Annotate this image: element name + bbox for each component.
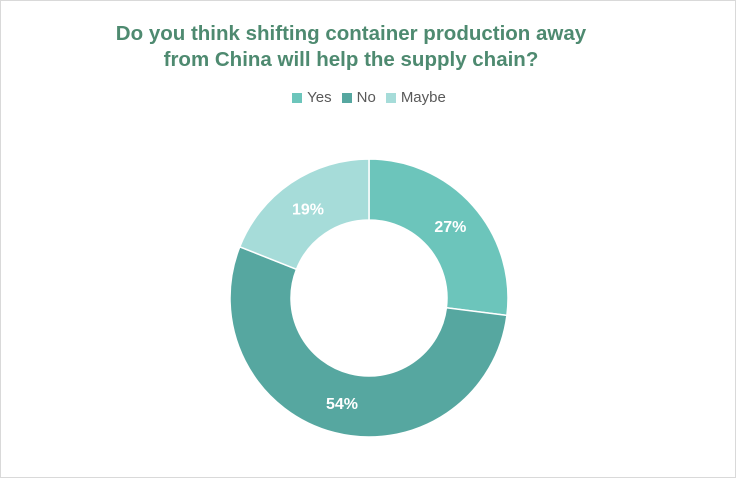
data-label-maybe: 19% (292, 201, 324, 218)
data-label-yes: 27% (434, 219, 466, 236)
donut-slice-yes (368, 158, 509, 317)
legend-label-no: No (356, 89, 376, 106)
legend-label-yes: Yes (307, 89, 332, 106)
donut-slice-maybe (238, 158, 370, 271)
data-label-no: 54% (326, 396, 358, 413)
legend-swatch-yes (292, 92, 303, 103)
legend-swatch-maybe (385, 92, 396, 103)
legend-swatch-no (341, 92, 352, 103)
legend-item-maybe: Maybe (385, 89, 446, 106)
legend-item-no: No (341, 89, 376, 106)
chart-legend: Yes No Maybe (1, 89, 736, 106)
chart-title: Do you think shifting container producti… (115, 22, 587, 71)
legend-label-maybe: Maybe (400, 89, 446, 106)
donut-slice-no (229, 245, 508, 438)
legend-item-yes: Yes (292, 89, 332, 106)
